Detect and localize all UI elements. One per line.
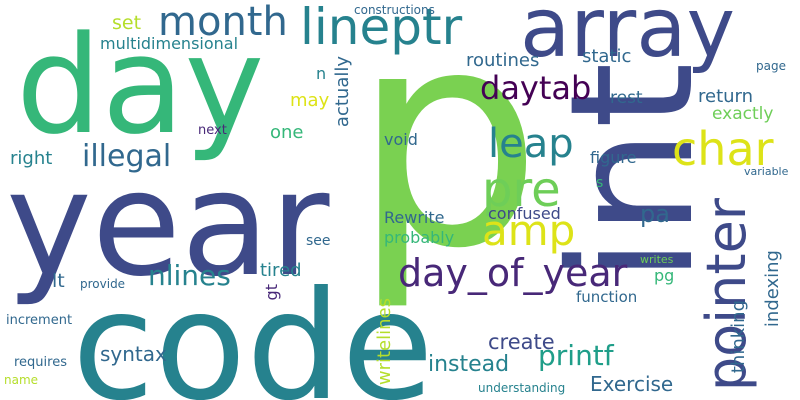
word-writes: writes: [640, 253, 674, 266]
word-writelines: writelines: [374, 298, 395, 386]
word-requires: requires: [14, 355, 67, 370]
word-return: return: [698, 86, 754, 107]
word-lineptr: lineptr: [300, 0, 463, 56]
word-confused: confused: [488, 204, 561, 223]
word-rewrite: Rewrite: [384, 208, 445, 227]
word-day-of-year: day_of_year: [398, 251, 628, 295]
word-create: create: [488, 330, 555, 354]
word-code: code: [72, 260, 434, 400]
word-rest: rest: [610, 88, 643, 108]
word-year: year: [6, 140, 330, 309]
word-gt: gt: [262, 284, 281, 301]
word-figure: figure: [590, 148, 637, 167]
word-day: day: [16, 7, 265, 164]
word-right: right: [10, 148, 53, 169]
word-month: month: [158, 0, 288, 45]
word-n: n: [316, 64, 327, 83]
word-understanding: understanding: [478, 381, 566, 395]
word-daytab: daytab: [480, 69, 592, 107]
word-pre: pre: [482, 162, 561, 218]
word-static: static: [582, 46, 632, 67]
word-variable: variable: [744, 165, 789, 178]
word-instead: instead: [428, 352, 510, 377]
word-pg: pg: [654, 266, 675, 285]
word-char: char: [672, 122, 774, 176]
word-thinking: thinking: [728, 300, 749, 374]
word-increment: increment: [6, 313, 73, 328]
word-leap: leap: [488, 121, 574, 167]
word-s: s: [596, 175, 604, 191]
word-p: p: [352, 0, 543, 314]
word-probably: probably: [384, 228, 455, 247]
word-illegal: illegal: [82, 139, 172, 174]
word-exactly: exactly: [712, 104, 774, 124]
word-see: see: [306, 233, 331, 249]
word-tired: tired: [260, 260, 302, 281]
word-array: array: [520, 0, 736, 76]
word-next: next: [198, 123, 227, 138]
word-multidimensional: multidimensional: [100, 34, 239, 53]
word-printf: printf: [538, 339, 614, 372]
word-constructions: constructions: [354, 3, 435, 17]
word-one: one: [270, 122, 304, 143]
word-may: may: [290, 90, 330, 111]
word-function: function: [576, 288, 638, 306]
word-exercise: Exercise: [590, 372, 674, 396]
word-provide: provide: [80, 277, 126, 291]
word-pa: pa: [640, 200, 670, 228]
word-amp: amp: [482, 206, 576, 255]
word-indexing: indexing: [762, 250, 783, 328]
word-name: name: [4, 373, 39, 387]
word-routines: routines: [466, 50, 540, 71]
word-lt: lt: [52, 270, 65, 292]
word-syntax: syntax: [100, 342, 167, 366]
word-page: page: [756, 59, 786, 73]
word-actually: actually: [332, 56, 353, 128]
word-set: set: [112, 12, 142, 34]
word-nlines: nlines: [148, 259, 231, 292]
word-void: void: [384, 130, 418, 149]
